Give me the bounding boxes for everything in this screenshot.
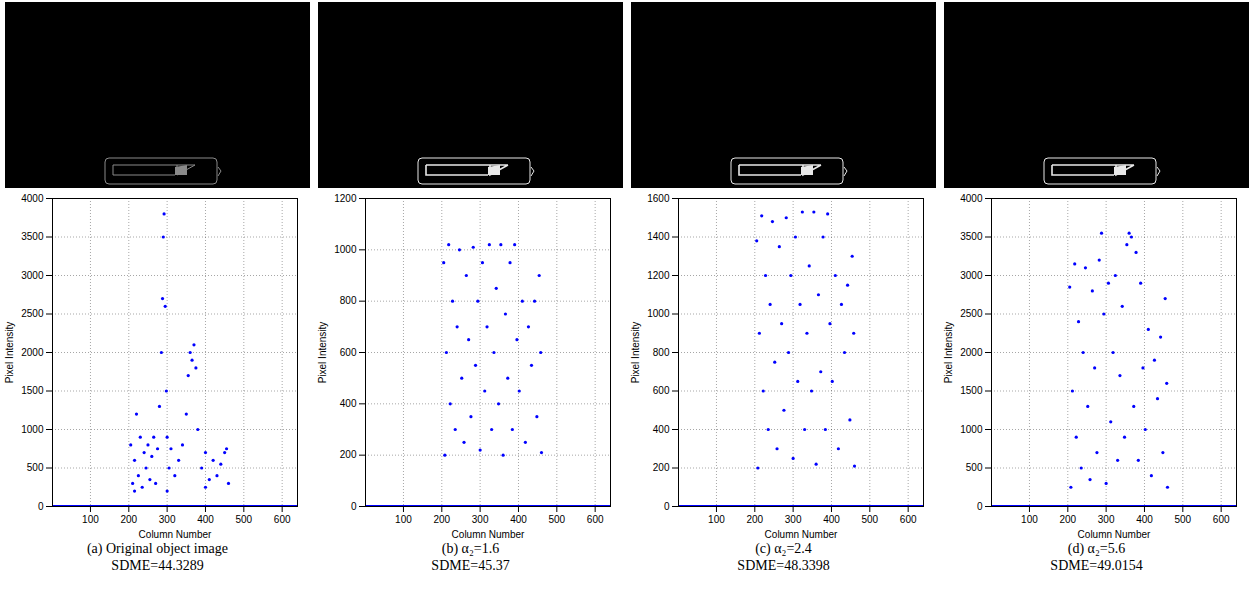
svg-text:500: 500: [548, 514, 565, 525]
svg-text:100: 100: [708, 514, 725, 525]
svg-text:2000: 2000: [21, 347, 44, 358]
svg-text:Column Number: Column Number: [1078, 529, 1151, 540]
html-text:SDME=48.3398: SDME=48.3398: [737, 558, 830, 573]
svg-text:Pixel Intensity: Pixel Intensity: [4, 322, 15, 384]
html-text:(a) Original object image: (a) Original object image: [86, 541, 228, 556]
svg-text:200: 200: [653, 462, 670, 473]
svg-text:Column Number: Column Number: [765, 529, 838, 540]
svg-text:200: 200: [340, 449, 357, 460]
svg-text:300: 300: [472, 514, 489, 525]
svg-text:3000: 3000: [960, 270, 983, 281]
html-text:(d) α₂=5.6: (d) α₂=5.6: [1067, 541, 1126, 556]
html-text:SDME=45.37: SDME=45.37: [431, 558, 510, 573]
svg-text:3500: 3500: [21, 231, 44, 242]
html-text:(c) α₂=2.4: (c) α₂=2.4: [755, 541, 812, 556]
svg-text:400: 400: [197, 514, 214, 525]
svg-text:400: 400: [510, 514, 527, 525]
svg-text:1200: 1200: [334, 193, 357, 204]
svg-text:400: 400: [340, 398, 357, 409]
svg-text:100: 100: [395, 514, 412, 525]
svg-text:500: 500: [861, 514, 878, 525]
svg-text:1500: 1500: [21, 385, 44, 396]
svg-text:200: 200: [746, 514, 763, 525]
svg-text:500: 500: [1174, 514, 1191, 525]
svg-text:2000: 2000: [960, 347, 983, 358]
svg-text:2500: 2500: [960, 308, 983, 319]
svg-text:Column Number: Column Number: [452, 529, 525, 540]
svg-text:0: 0: [977, 501, 983, 512]
svg-text:1000: 1000: [334, 244, 357, 255]
svg-text:600: 600: [653, 385, 670, 396]
svg-text:3500: 3500: [960, 231, 983, 242]
svg-text:600: 600: [274, 514, 291, 525]
svg-text:1000: 1000: [647, 308, 670, 319]
svg-text:1500: 1500: [960, 385, 983, 396]
svg-text:4000: 4000: [21, 193, 44, 204]
svg-text:1400: 1400: [647, 231, 670, 242]
svg-text:400: 400: [823, 514, 840, 525]
html-text:SDME=44.3289: SDME=44.3289: [111, 558, 204, 573]
svg-text:500: 500: [235, 514, 252, 525]
svg-text:200: 200: [120, 514, 137, 525]
svg-text:Pixel Intensity: Pixel Intensity: [630, 322, 641, 384]
html-text:(b) α₂=1.6: (b) α₂=1.6: [441, 541, 500, 556]
svg-text:4000: 4000: [960, 193, 983, 204]
svg-text:800: 800: [340, 295, 357, 306]
svg-text:800: 800: [653, 347, 670, 358]
svg-text:200: 200: [1059, 514, 1076, 525]
svg-text:600: 600: [340, 347, 357, 358]
svg-text:400: 400: [1136, 514, 1153, 525]
svg-text:500: 500: [27, 462, 44, 473]
svg-text:300: 300: [1098, 514, 1115, 525]
svg-text:600: 600: [900, 514, 917, 525]
svg-text:600: 600: [1213, 514, 1230, 525]
svg-text:1000: 1000: [21, 424, 44, 435]
svg-text:300: 300: [159, 514, 176, 525]
svg-text:600: 600: [587, 514, 604, 525]
svg-text:100: 100: [1021, 514, 1038, 525]
svg-text:200: 200: [433, 514, 450, 525]
svg-text:300: 300: [785, 514, 802, 525]
svg-text:2500: 2500: [21, 308, 44, 319]
svg-text:400: 400: [653, 424, 670, 435]
svg-text:0: 0: [351, 501, 357, 512]
svg-text:0: 0: [664, 501, 670, 512]
svg-text:1000: 1000: [960, 424, 983, 435]
svg-text:500: 500: [966, 462, 983, 473]
svg-text:3000: 3000: [21, 270, 44, 281]
svg-text:100: 100: [82, 514, 99, 525]
svg-text:1600: 1600: [647, 193, 670, 204]
svg-text:Pixel Intensity: Pixel Intensity: [943, 322, 954, 384]
html-text:SDME=49.0154: SDME=49.0154: [1050, 558, 1143, 573]
svg-text:Pixel Intensity: Pixel Intensity: [317, 322, 328, 384]
svg-text:Column Number: Column Number: [139, 529, 212, 540]
svg-text:1200: 1200: [647, 270, 670, 281]
svg-text:0: 0: [38, 501, 44, 512]
